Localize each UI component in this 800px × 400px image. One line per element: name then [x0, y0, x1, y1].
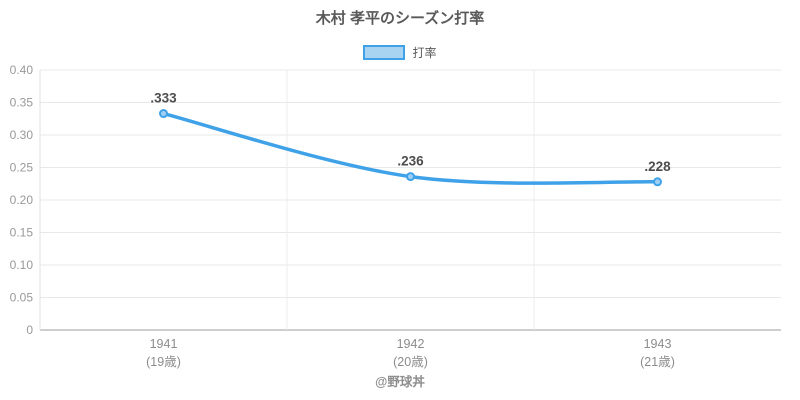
y-tick-label: 0.05 — [10, 291, 34, 305]
y-tick-label: 0.25 — [10, 161, 34, 175]
data-point-label: .236 — [397, 154, 424, 169]
y-tick-label: 0.35 — [10, 96, 34, 110]
x-tick-sublabel: (20歳) — [393, 355, 428, 369]
x-tick-label: 1941 — [150, 337, 178, 351]
x-tick-sublabel: (21歳) — [640, 355, 675, 369]
data-point — [653, 177, 662, 187]
x-tick-sublabel: (19歳) — [146, 355, 181, 369]
y-tick-label: 0.10 — [10, 258, 34, 272]
legend-label: 打率 — [412, 45, 437, 60]
x-tick-label: 1943 — [644, 337, 672, 351]
data-point-label: .228 — [644, 159, 671, 174]
legend-swatch-icon — [363, 44, 406, 60]
x-tick-label: 1942 — [397, 337, 425, 351]
y-tick-label: 0.15 — [10, 226, 34, 240]
y-tick-label: 0.30 — [10, 128, 34, 142]
y-tick-label: 0 — [26, 323, 33, 337]
legend[interactable]: 打率 — [0, 44, 800, 60]
data-point — [406, 172, 415, 182]
y-tick-label: 0.20 — [10, 193, 34, 207]
data-point-label: .333 — [150, 91, 177, 106]
y-tick-label: 0.40 — [10, 63, 34, 77]
data-point — [159, 109, 168, 119]
watermark-credit: @野球丼 — [375, 375, 425, 389]
chart-title: 木村 孝平のシーズン打率 — [315, 10, 485, 27]
